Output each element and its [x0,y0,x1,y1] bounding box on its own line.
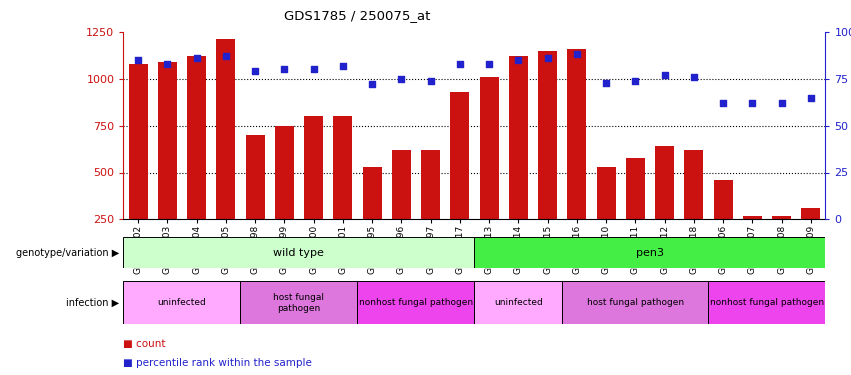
Point [483,61,496,67]
Bar [597,167,615,266]
Bar [708,281,825,324]
Point [248,68,262,74]
Bar [714,180,733,266]
Bar [475,281,563,324]
Text: pen3: pen3 [636,248,664,258]
Point [774,100,788,106]
Point [629,78,643,84]
Bar [772,216,791,266]
Bar [625,158,645,266]
Point [658,72,671,78]
Point [365,81,379,87]
Bar [246,135,265,266]
Bar [655,146,674,266]
Bar [357,281,475,324]
Bar [568,49,586,266]
Bar [304,116,323,266]
Text: ■ percentile rank within the sample: ■ percentile rank within the sample [123,357,312,368]
Point [453,61,466,67]
Point [336,63,350,69]
Text: wild type: wild type [273,248,324,258]
Bar [421,150,440,266]
Bar [187,56,206,266]
Bar [275,126,294,266]
Bar [450,92,469,266]
Bar [802,208,820,266]
Point [687,74,700,80]
Text: infection ▶: infection ▶ [66,298,119,308]
Bar [216,39,235,266]
Point [161,61,174,67]
Bar [480,77,499,266]
Bar [129,64,147,266]
Bar [363,167,381,266]
Bar [475,237,825,268]
Text: genotype/variation ▶: genotype/variation ▶ [16,248,119,258]
Bar [684,150,703,266]
Bar [123,237,475,268]
Bar [240,281,357,324]
Point [306,66,320,72]
Point [717,100,730,106]
Text: nonhost fungal pathogen: nonhost fungal pathogen [359,298,473,307]
Bar [743,216,762,266]
Point [570,51,584,57]
Point [745,100,759,106]
Point [219,53,232,59]
Point [540,55,554,61]
Bar [157,62,177,266]
Bar [391,150,411,266]
Text: uninfected: uninfected [494,298,543,307]
Text: host fungal
pathogen: host fungal pathogen [273,293,324,312]
Point [424,78,437,84]
Point [804,94,818,100]
Bar [563,281,708,324]
Bar [509,56,528,266]
Bar [538,51,557,266]
Point [277,66,291,72]
Text: nonhost fungal pathogen: nonhost fungal pathogen [710,298,824,307]
Text: GDS1785 / 250075_at: GDS1785 / 250075_at [284,9,431,22]
Bar [334,116,352,266]
Text: uninfected: uninfected [157,298,206,307]
Text: ■ count: ■ count [123,339,166,349]
Point [395,76,408,82]
Text: host fungal pathogen: host fungal pathogen [586,298,684,307]
Bar [123,281,240,324]
Point [511,57,525,63]
Point [190,55,203,61]
Point [599,80,613,86]
Point [131,57,145,63]
